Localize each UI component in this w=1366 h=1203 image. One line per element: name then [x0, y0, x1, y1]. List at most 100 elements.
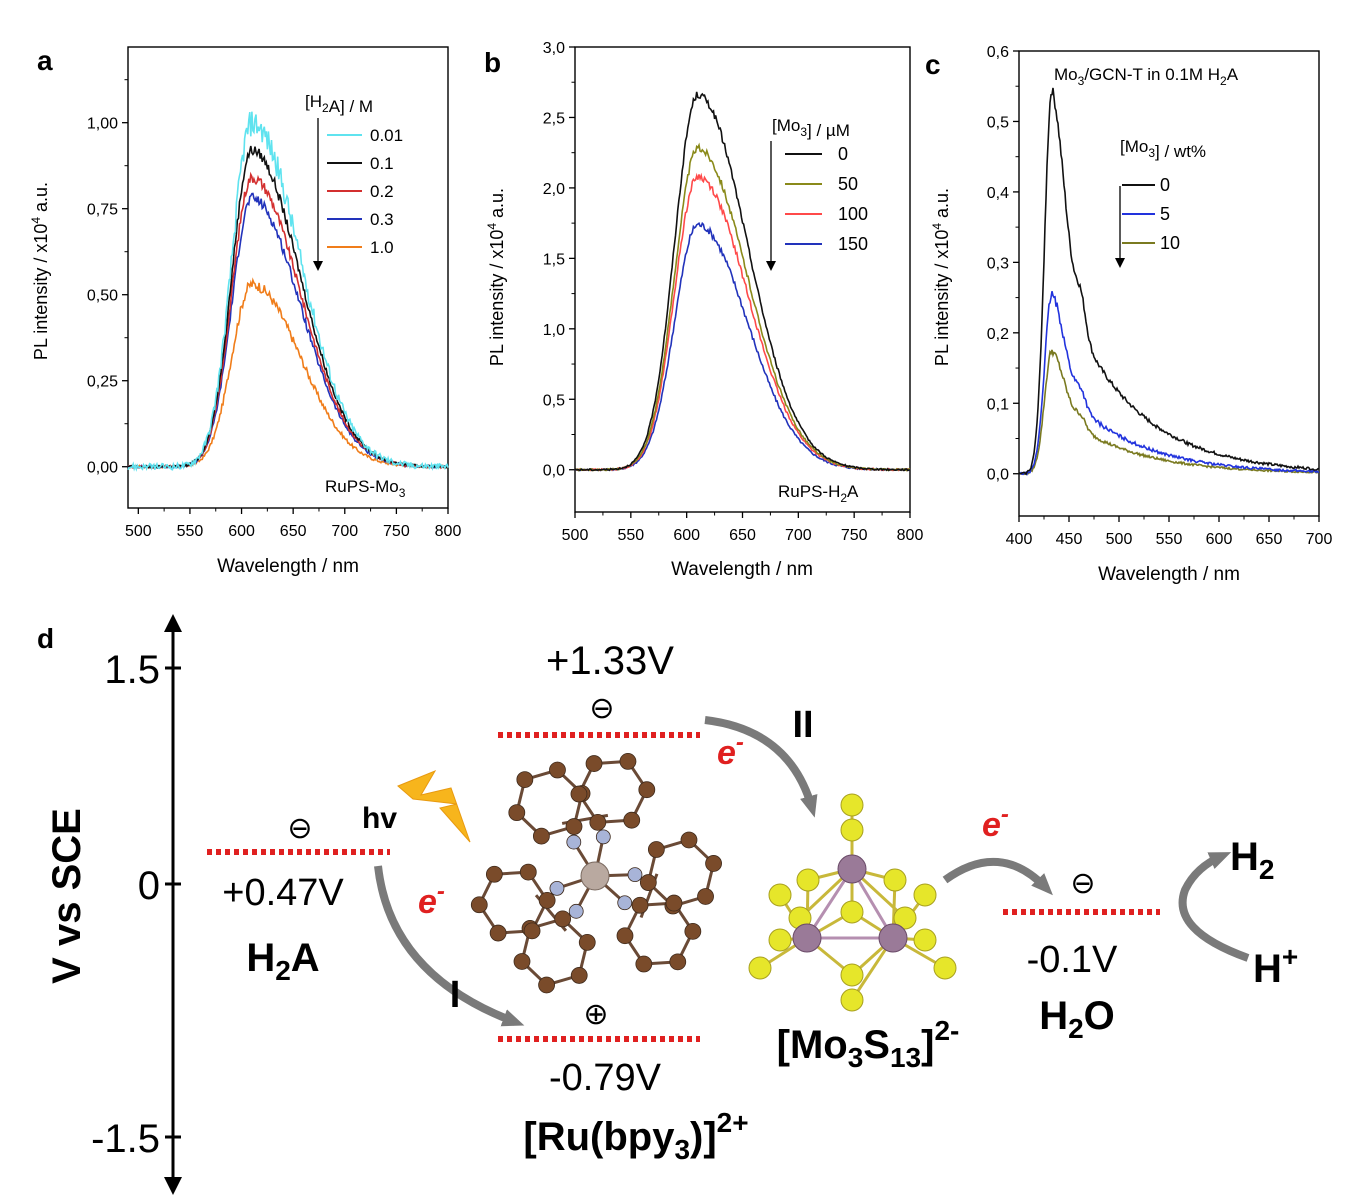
legend: [Mo3] / wt% 0 5 10 — [1120, 137, 1206, 263]
y-tick-label: 0,5 — [543, 392, 565, 409]
carbon-atom — [706, 855, 722, 871]
nitrogen-atom — [569, 904, 583, 918]
carbon-atom — [624, 812, 640, 828]
y-tick-label: 2,0 — [543, 181, 565, 198]
sulfur-atom — [841, 964, 863, 986]
minus-symbol: ⊖ — [589, 692, 614, 725]
legend-entry-label: 0.3 — [370, 210, 394, 229]
x-tick-label: 650 — [280, 523, 307, 540]
legend-entry-label: 5 — [1160, 204, 1170, 224]
minus-symbol: ⊖ — [287, 812, 312, 845]
nitrogen-atom — [618, 896, 632, 910]
carbon-atom — [620, 753, 636, 769]
x-tick-label: 650 — [1256, 531, 1283, 548]
carbon-atom — [670, 954, 686, 970]
panel-annotation: RuPS-Mo3 — [325, 477, 406, 500]
carbon-atom — [566, 819, 582, 835]
carbon-atom — [533, 828, 549, 844]
carbon-atom — [685, 923, 701, 939]
x-tick-label: 700 — [1306, 531, 1333, 548]
y-tick-label: 1,0 — [543, 322, 565, 339]
x-tick-label: 750 — [841, 527, 868, 544]
carbon-atom — [490, 925, 506, 941]
carbon-atom — [666, 895, 682, 911]
carbon-atom — [524, 923, 540, 939]
x-tick-label: 750 — [383, 523, 410, 540]
legend-entry-label: 150 — [838, 234, 868, 254]
sulfur-atom — [841, 819, 863, 841]
sulfur-atom — [914, 929, 936, 951]
legend-entry-label: 0 — [1160, 175, 1170, 195]
plot-frame — [128, 47, 448, 508]
series-line-0 — [575, 92, 910, 471]
y-tick-label: 2,5 — [543, 110, 565, 127]
y-axis: 0,00 0,25 0,50 0,75 1,00 — [87, 80, 128, 477]
axis-tick-label: -1.5 — [91, 1117, 160, 1161]
h2o-potential: -0.1V — [1027, 939, 1118, 981]
x-tick-label: 700 — [785, 527, 812, 544]
legend-entry-label: 10 — [1160, 233, 1180, 253]
plot-frame — [1019, 51, 1319, 516]
sulfur-atom — [934, 957, 956, 979]
carbon-atom — [555, 911, 571, 927]
panel-label-d: d — [37, 623, 54, 654]
panel-label-b: b — [484, 47, 501, 78]
x-tick-label: 600 — [1206, 531, 1233, 548]
h2a-potential: +0.47V — [222, 872, 344, 914]
y-tick-label: 0,0 — [543, 463, 565, 480]
y-axis-label: PL intensity / x104 a.u. — [485, 188, 507, 366]
mo3s13-cluster-molecule — [749, 794, 956, 1011]
y-tick-label: 0,25 — [87, 374, 118, 391]
panel-label-a: a — [37, 45, 53, 76]
hv-label: hv — [362, 802, 397, 835]
y-tick-label: 1,00 — [87, 116, 118, 133]
series-line-0_2 — [128, 174, 448, 468]
axis-arrow-up — [164, 614, 182, 632]
legend-entry-label: 0.01 — [370, 126, 403, 145]
carbon-atom — [486, 866, 502, 882]
nitrogen-atom — [628, 868, 642, 882]
reactant-h-plus: H+ — [1253, 941, 1298, 991]
sulfur-atom — [841, 901, 863, 923]
y-tick-label: 0,3 — [987, 255, 1009, 272]
carbon-atom — [549, 762, 565, 778]
h2o-species: H2O — [1039, 994, 1115, 1044]
plus-symbol: ⊕ — [583, 998, 608, 1031]
electron-transfer-arrow-i — [378, 866, 515, 1022]
carbon-atom — [698, 888, 714, 904]
y-tick-label: 0,00 — [87, 460, 118, 477]
y-tick-label: 0,0 — [987, 467, 1009, 484]
x-tick-label: 550 — [1156, 531, 1183, 548]
product-h2: H2 — [1230, 835, 1274, 885]
y-tick-label: 0,50 — [87, 288, 118, 305]
mo-cluster-label: [Mo3S13]2- — [777, 1015, 960, 1073]
h2a-species: H2A — [246, 936, 319, 986]
molybdenum-atom — [879, 924, 907, 952]
electron-label: e- — [418, 878, 445, 921]
legend-entry-label: 100 — [838, 204, 868, 224]
y-tick-label: 0,75 — [87, 202, 118, 219]
legend-title: [H2A] / M — [305, 92, 373, 116]
x-tick-label: 600 — [673, 527, 700, 544]
y-tick-label: 1,5 — [543, 251, 565, 268]
x-tick-label: 400 — [1006, 531, 1033, 548]
carbon-atom — [640, 875, 656, 891]
minus-symbol: ⊖ — [1070, 867, 1095, 900]
y-tick-label: 0,2 — [987, 326, 1009, 343]
carbon-atom — [639, 782, 655, 798]
x-axis-label: Wavelength / nm — [671, 559, 813, 580]
legend-title: [Mo3] / wt% — [1120, 137, 1206, 161]
y-axis-label: PL intensity / x104 a.u. — [930, 188, 952, 366]
carbon-atom — [520, 864, 536, 880]
electron-label: e- — [982, 801, 1009, 844]
series-line-1_0 — [128, 280, 448, 468]
sulfur-atom — [797, 869, 819, 891]
nitrogen-atom — [550, 881, 564, 895]
